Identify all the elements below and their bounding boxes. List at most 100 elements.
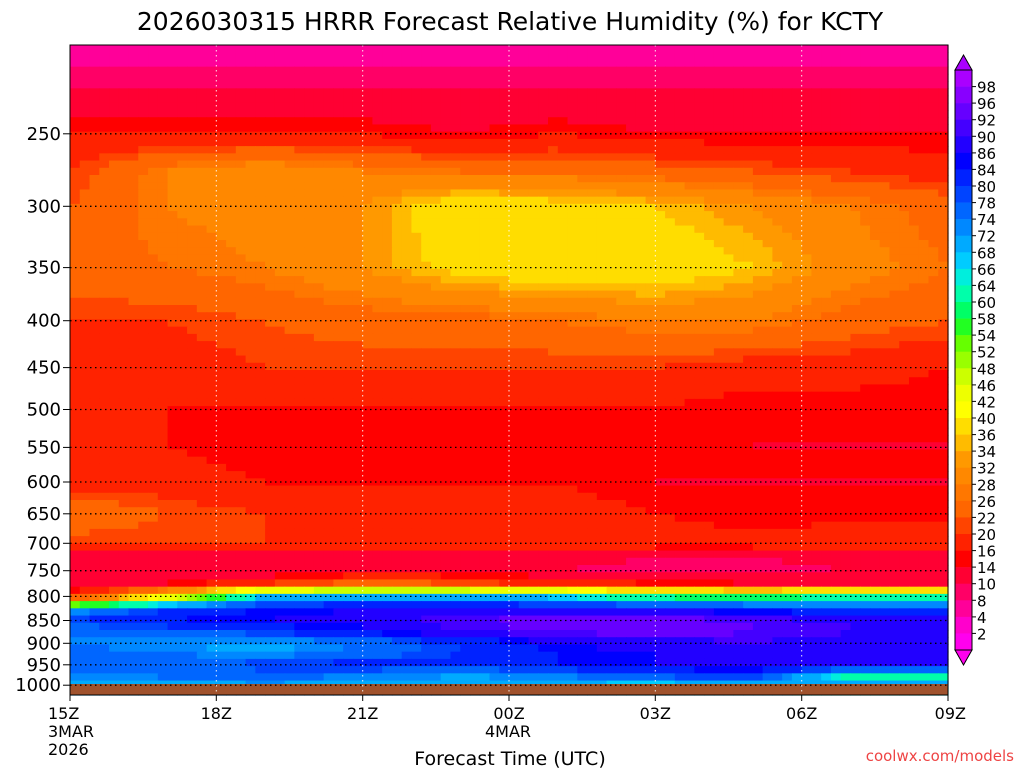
rh-cell — [411, 348, 422, 357]
rh-cell — [928, 66, 939, 75]
rh-cell — [148, 59, 159, 68]
rh-cell — [128, 319, 139, 328]
rh-cell — [557, 167, 569, 176]
rh-cell — [850, 138, 861, 147]
rh-cell — [830, 138, 842, 147]
rh-cell — [830, 175, 842, 183]
rh-cell — [860, 110, 871, 118]
rh-cell — [752, 276, 764, 284]
rh-cell — [830, 348, 842, 357]
rh-cell — [460, 370, 471, 378]
rh-cell — [557, 59, 569, 68]
rh-cell — [294, 413, 305, 422]
rh-cell — [733, 52, 744, 61]
rh-cell — [548, 88, 559, 97]
rh-cell — [196, 167, 208, 176]
rh-cell — [557, 312, 569, 321]
rh-cell — [362, 370, 374, 378]
rh-cell — [274, 333, 286, 342]
rh-cell — [284, 110, 295, 118]
rh-cell — [216, 117, 227, 126]
rh-cell — [382, 59, 393, 68]
rh-cell — [694, 276, 705, 284]
rh-cell — [616, 153, 627, 162]
rh-cell — [118, 73, 130, 82]
rh-cell — [177, 153, 188, 162]
rh-cell — [343, 398, 354, 407]
rh-cell — [743, 218, 754, 227]
rh-cell — [118, 312, 130, 321]
rh-cell — [938, 319, 949, 328]
rh-cell — [655, 138, 666, 147]
rh-cell — [733, 73, 744, 82]
rh-cell — [626, 398, 637, 407]
rh-cell — [655, 225, 666, 234]
rh-cell — [128, 261, 139, 270]
rh-cell — [889, 95, 900, 104]
rh-cell — [352, 333, 364, 342]
rh-cell — [626, 203, 637, 212]
rh-cell — [138, 406, 149, 414]
rh-cell — [869, 348, 881, 357]
rh-cell — [889, 435, 900, 443]
rh-cell — [109, 66, 120, 75]
rh-cell — [274, 203, 286, 212]
rh-cell — [899, 138, 910, 147]
rh-cell — [684, 153, 695, 162]
rh-cell — [177, 362, 188, 371]
rh-cell — [440, 102, 452, 111]
rh-cell — [713, 276, 725, 284]
rh-cell — [128, 254, 139, 263]
rh-cell — [157, 117, 169, 126]
rh-cell — [440, 95, 452, 104]
rh-cell — [372, 305, 383, 313]
rh-cell — [352, 370, 364, 378]
rh-cell — [694, 391, 705, 400]
rh-cell — [235, 261, 247, 270]
rh-cell — [206, 124, 217, 133]
rh-cell — [772, 52, 783, 61]
rh-cell — [762, 59, 773, 68]
rh-cell — [489, 413, 500, 422]
rh-cell — [713, 427, 725, 436]
rh-cell — [430, 247, 442, 256]
rh-cell — [411, 153, 422, 162]
rh-cell — [509, 138, 520, 147]
rh-cell — [811, 167, 822, 176]
rh-cell — [704, 290, 715, 299]
rh-cell — [801, 406, 813, 414]
rh-cell — [928, 413, 939, 422]
rh-cell — [118, 348, 130, 357]
rh-cell — [157, 319, 169, 328]
rh-cell — [255, 189, 266, 198]
rh-cell — [713, 290, 725, 299]
rh-cell — [109, 283, 120, 292]
rh-cell — [128, 435, 139, 443]
rh-cell — [294, 189, 305, 198]
rh-cell — [869, 398, 881, 407]
rh-cell — [596, 420, 608, 429]
rh-cell — [889, 391, 900, 400]
rh-cell — [782, 297, 793, 306]
rh-cell — [587, 211, 598, 219]
rh-cell — [567, 117, 578, 126]
rh-cell — [665, 189, 676, 198]
rh-cell — [860, 370, 871, 378]
rh-cell — [518, 261, 530, 270]
rh-cell — [157, 276, 169, 284]
rh-cell — [430, 333, 442, 342]
rh-cell — [645, 203, 656, 212]
rh-cell — [791, 384, 803, 393]
rh-cell — [918, 377, 930, 386]
rh-cell — [89, 153, 100, 162]
rh-cell — [323, 211, 334, 219]
rh-cell — [674, 305, 686, 313]
rh-cell — [421, 247, 432, 256]
rh-cell — [674, 348, 686, 357]
rh-cell — [899, 240, 910, 248]
rh-cell — [469, 268, 481, 277]
rh-cell — [440, 305, 452, 313]
rh-cell — [235, 413, 247, 422]
rh-cell — [518, 175, 530, 183]
rh-cell — [743, 232, 754, 241]
